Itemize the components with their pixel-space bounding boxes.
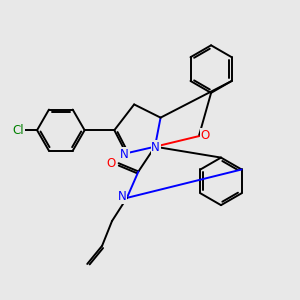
Text: O: O xyxy=(107,157,116,170)
Text: N: N xyxy=(151,141,160,154)
Text: O: O xyxy=(201,129,210,142)
Text: Cl: Cl xyxy=(13,124,24,137)
Text: N: N xyxy=(120,148,129,161)
Text: N: N xyxy=(118,190,126,203)
